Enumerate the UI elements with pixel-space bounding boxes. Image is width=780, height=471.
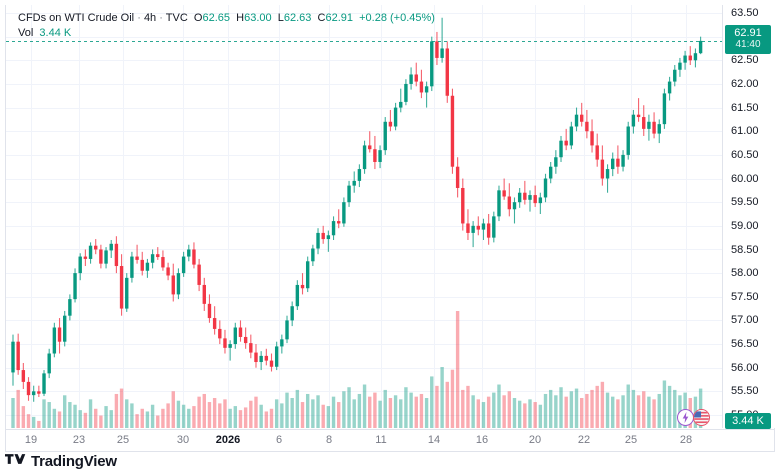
open-label: O bbox=[193, 12, 203, 24]
time-tick-label: 28 bbox=[679, 434, 693, 446]
volume-series bbox=[11, 311, 703, 428]
price-tick-label: 61.00 bbox=[731, 125, 759, 138]
time-tick-label: 6 bbox=[275, 434, 283, 446]
time-tick-label: 8 bbox=[325, 434, 333, 446]
time-tick-label: 2026 bbox=[215, 434, 241, 446]
legend-line-volume: Vol 3.44 K bbox=[18, 27, 435, 40]
time-tick-label: 16 bbox=[475, 434, 489, 446]
price-tick-label: 62.50 bbox=[731, 54, 759, 67]
price-axis[interactable]: 62.91 41:40 3.44 K 63.5063.0062.5062.006… bbox=[722, 5, 775, 429]
flash-icon[interactable] bbox=[677, 409, 694, 426]
high-label: H bbox=[236, 12, 245, 24]
time-tick-label: 22 bbox=[577, 434, 591, 446]
bar-countdown: 41:40 bbox=[735, 38, 761, 50]
price-tick-label: 58.50 bbox=[731, 243, 759, 256]
price-tick-label: 55.50 bbox=[731, 385, 759, 398]
price-tick-label: 56.00 bbox=[731, 361, 759, 374]
close-label: C bbox=[317, 12, 326, 24]
volume-badge-value: 3.44 K bbox=[732, 415, 764, 427]
time-axis[interactable]: 19 23 25 30 2026 6 8 11 14 16 20 22 25 28 bbox=[5, 430, 775, 452]
price-tick-label: 57.50 bbox=[731, 290, 759, 303]
price-tick-label: 56.50 bbox=[731, 338, 759, 351]
chart-legend: CFDs on WTI Crude Oil · 4h · TVC O62.65 … bbox=[18, 12, 435, 40]
tradingview-wordmark: TradingView bbox=[31, 453, 117, 470]
tradingview-logo-icon bbox=[5, 452, 27, 471]
open-value: 62.65 bbox=[202, 12, 230, 24]
volume-label: Vol bbox=[18, 27, 34, 39]
price-tick-label: 61.50 bbox=[731, 101, 759, 114]
change-value: +0.28 (+0.45%) bbox=[359, 12, 435, 24]
volume-value-badge[interactable]: 3.44 K bbox=[725, 413, 771, 429]
us-flag-icon[interactable] bbox=[693, 409, 710, 426]
time-tick-label: 11 bbox=[375, 434, 387, 446]
time-tick-label: 30 bbox=[176, 434, 190, 446]
price-tick-label: 57.00 bbox=[731, 314, 759, 327]
price-tick-label: 60.00 bbox=[731, 172, 759, 185]
price-tick-label: 62.00 bbox=[731, 77, 759, 90]
high-value: 63.00 bbox=[244, 12, 272, 24]
tradingview-branding[interactable]: TradingView bbox=[5, 452, 117, 471]
time-tick-label: 14 bbox=[427, 434, 441, 446]
time-tick-label: 23 bbox=[72, 434, 86, 446]
price-tick-label: 59.00 bbox=[731, 219, 759, 232]
low-value: 62.63 bbox=[283, 12, 312, 24]
candlestick-series bbox=[11, 17, 703, 402]
time-tick-label: 19 bbox=[24, 434, 38, 446]
price-plot-area[interactable] bbox=[6, 5, 722, 428]
low-label: L bbox=[277, 12, 284, 24]
chart-panel[interactable]: 62.91 41:40 3.44 K 63.50 63.00 62.50 62.00 6… bbox=[5, 5, 775, 430]
legend-separator-1: · bbox=[137, 12, 141, 24]
price-tick-label: 58.00 bbox=[731, 267, 759, 280]
legend-line-main: CFDs on WTI Crude Oil · 4h · TVC O62.65 … bbox=[18, 12, 435, 25]
last-price-value: 62.91 bbox=[734, 26, 762, 39]
time-tick-label: 25 bbox=[116, 434, 130, 446]
legend-separator-2: · bbox=[159, 12, 163, 24]
last-price-badge[interactable]: 62.91 41:40 bbox=[725, 24, 771, 54]
volume-value: 3.44 K bbox=[39, 27, 72, 39]
close-value: 62.91 bbox=[325, 12, 353, 24]
grid-layer bbox=[6, 5, 722, 428]
interval-label[interactable]: 4h bbox=[143, 12, 157, 24]
price-tick-label: 60.50 bbox=[731, 148, 759, 161]
time-tick-label: 25 bbox=[624, 434, 638, 446]
price-tick-label: 63.50 bbox=[731, 7, 759, 19]
symbol-name[interactable]: CFDs on WTI Crude Oil bbox=[18, 12, 135, 24]
price-tick-label: 59.50 bbox=[731, 196, 759, 209]
time-tick-label: 20 bbox=[528, 434, 542, 446]
exchange-label: TVC bbox=[165, 12, 188, 24]
last-price-line bbox=[6, 41, 722, 42]
